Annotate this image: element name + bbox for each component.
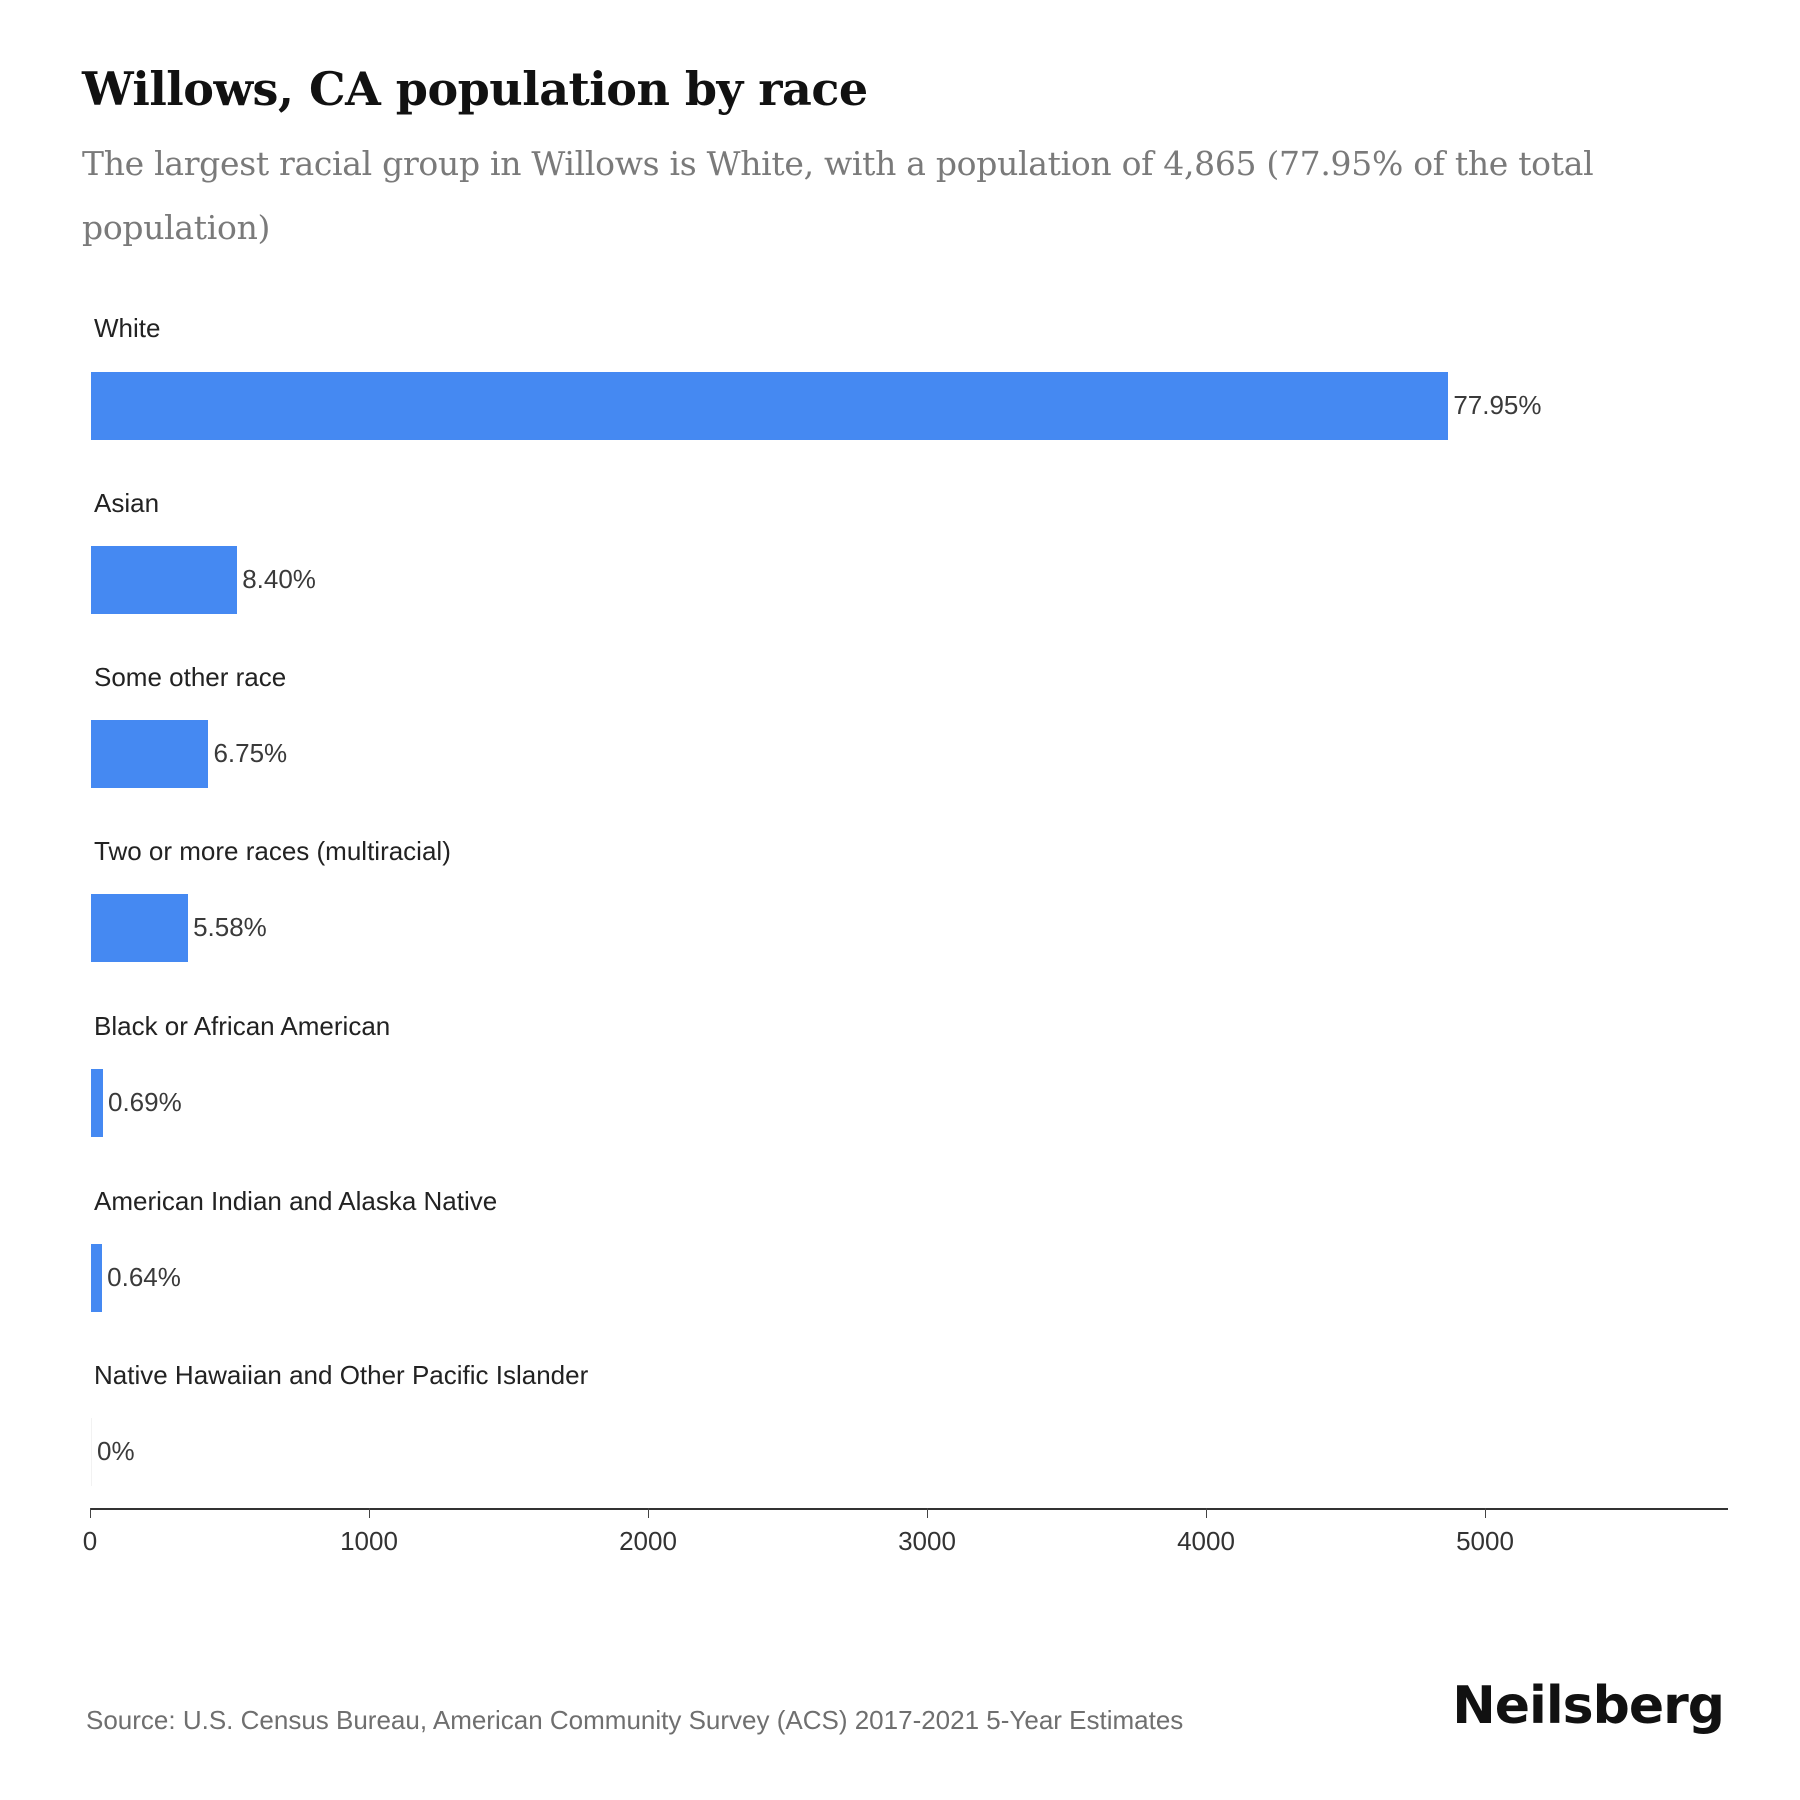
x-axis-tick (369, 1508, 370, 1518)
source-note: Source: U.S. Census Bureau, American Com… (86, 1705, 1184, 1735)
category-label: White (94, 313, 161, 343)
value-label: 77.95% (1453, 390, 1542, 420)
bar-american-indian (91, 1244, 103, 1312)
category-label: Two or more races (multiracial) (94, 836, 451, 866)
chart-subtitle: The largest racial group in Willows is W… (82, 144, 1594, 247)
bar-white (91, 372, 1449, 440)
value-label: 6.75% (213, 738, 288, 768)
x-axis-tick-label: 5000 (1456, 1526, 1514, 1556)
category-label: Black or African American (94, 1011, 391, 1041)
x-axis-tick (1206, 1508, 1207, 1518)
chart-title: Willows, CA population by race (82, 62, 868, 116)
bar-native-hawaiian (91, 1418, 92, 1486)
x-axis-tick-label: 3000 (898, 1526, 956, 1556)
x-axis-tick (1485, 1508, 1486, 1518)
x-axis-tick (927, 1508, 928, 1518)
category-label: Asian (94, 488, 160, 518)
x-axis-tick-label: 2000 (619, 1526, 677, 1556)
category-label: Native Hawaiian and Other Pacific Island… (94, 1360, 589, 1390)
category-label: Some other race (94, 662, 287, 692)
category-label: American Indian and Alaska Native (94, 1186, 498, 1216)
x-axis-line (90, 1508, 1728, 1510)
bar-some-other-race (91, 720, 209, 788)
x-axis-tick (648, 1508, 649, 1518)
x-axis-tick-label: 4000 (1177, 1526, 1235, 1556)
x-axis-tick-label: 1000 (340, 1526, 398, 1556)
x-axis-tick-label: 0 (82, 1526, 98, 1556)
bar-two-or-more-races (91, 894, 189, 962)
value-label: 0.69% (107, 1087, 182, 1117)
value-label: 5.58% (193, 912, 267, 942)
brand-logo: Neilsberg (1452, 1676, 1725, 1736)
bar-black (91, 1069, 103, 1137)
value-label: 0% (97, 1436, 135, 1466)
value-label: 8.40% (242, 564, 316, 594)
bar-asian (91, 546, 238, 614)
x-axis-tick (90, 1508, 91, 1518)
value-label: 0.64% (107, 1262, 181, 1292)
